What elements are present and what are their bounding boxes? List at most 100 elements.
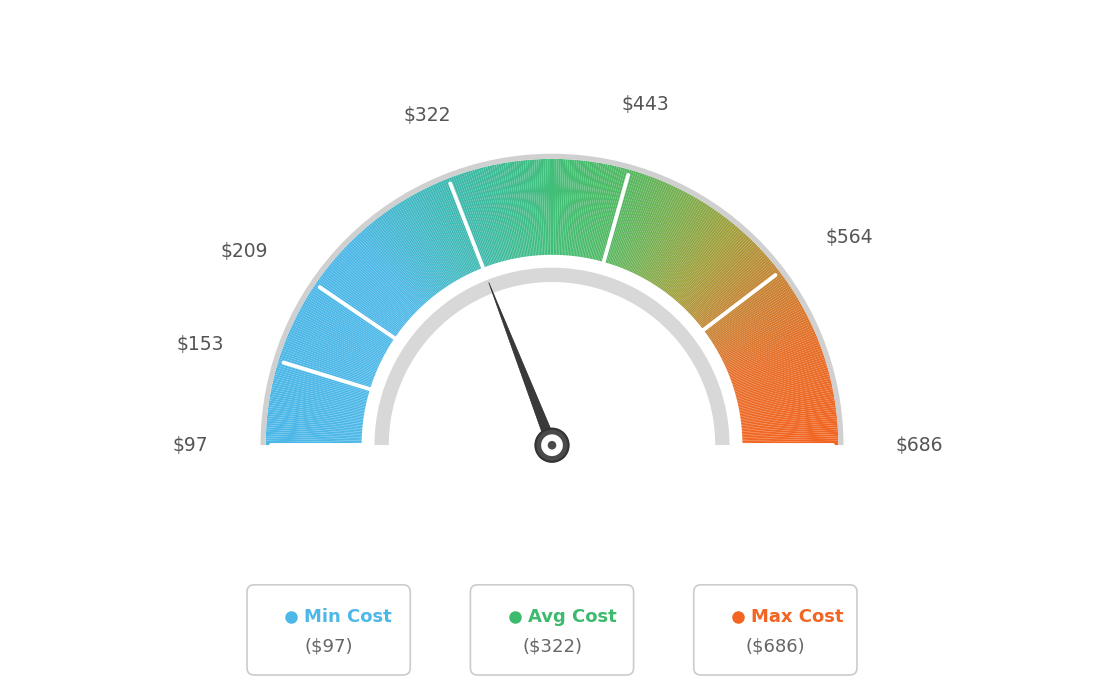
Wedge shape: [686, 257, 769, 330]
Wedge shape: [336, 256, 418, 329]
Wedge shape: [714, 329, 815, 375]
Wedge shape: [725, 387, 832, 411]
Wedge shape: [633, 190, 684, 288]
Wedge shape: [595, 167, 624, 273]
Wedge shape: [584, 164, 606, 271]
Text: $322: $322: [404, 106, 452, 125]
Wedge shape: [436, 182, 481, 283]
Wedge shape: [675, 238, 751, 317]
Wedge shape: [729, 427, 838, 435]
Wedge shape: [718, 339, 819, 381]
Wedge shape: [726, 394, 835, 415]
Wedge shape: [428, 186, 477, 285]
Wedge shape: [340, 251, 422, 326]
Wedge shape: [450, 177, 490, 279]
Wedge shape: [643, 199, 700, 293]
Wedge shape: [694, 273, 783, 339]
Wedge shape: [491, 165, 516, 272]
Wedge shape: [724, 378, 831, 405]
Wedge shape: [627, 186, 676, 285]
Wedge shape: [729, 414, 837, 427]
Wedge shape: [268, 407, 376, 423]
Wedge shape: [572, 161, 585, 269]
Text: $564: $564: [826, 228, 873, 246]
Wedge shape: [493, 164, 518, 271]
Wedge shape: [721, 355, 825, 391]
Wedge shape: [715, 331, 816, 376]
Wedge shape: [274, 376, 380, 404]
Wedge shape: [666, 226, 737, 310]
Wedge shape: [432, 184, 479, 284]
Wedge shape: [299, 309, 395, 362]
Wedge shape: [416, 192, 469, 289]
Text: $686: $686: [895, 435, 943, 455]
Wedge shape: [615, 177, 656, 279]
Wedge shape: [261, 154, 843, 445]
Wedge shape: [688, 261, 773, 332]
Wedge shape: [612, 176, 651, 279]
Wedge shape: [362, 229, 436, 312]
Text: Min Cost: Min Cost: [305, 608, 392, 626]
Wedge shape: [677, 241, 754, 319]
Wedge shape: [728, 407, 836, 423]
Wedge shape: [616, 178, 657, 280]
Wedge shape: [434, 184, 480, 284]
Wedge shape: [618, 180, 661, 282]
Wedge shape: [276, 368, 381, 398]
Wedge shape: [715, 333, 817, 377]
Wedge shape: [689, 263, 774, 333]
Wedge shape: [266, 425, 375, 434]
Wedge shape: [664, 221, 733, 308]
Wedge shape: [327, 266, 414, 335]
Wedge shape: [408, 197, 464, 292]
Wedge shape: [379, 216, 445, 304]
Wedge shape: [620, 181, 664, 282]
Wedge shape: [426, 187, 475, 286]
Wedge shape: [711, 319, 810, 368]
Wedge shape: [729, 411, 837, 426]
Wedge shape: [602, 170, 634, 275]
Wedge shape: [723, 372, 829, 401]
Wedge shape: [406, 197, 463, 293]
Wedge shape: [315, 282, 406, 346]
Wedge shape: [658, 215, 724, 303]
Wedge shape: [268, 403, 376, 420]
Wedge shape: [342, 249, 423, 325]
Wedge shape: [644, 200, 702, 294]
Wedge shape: [412, 195, 467, 290]
Wedge shape: [273, 381, 379, 406]
Wedge shape: [575, 161, 593, 270]
Wedge shape: [623, 182, 668, 283]
Wedge shape: [307, 295, 401, 354]
Wedge shape: [707, 305, 803, 359]
Wedge shape: [669, 230, 743, 313]
Wedge shape: [285, 339, 386, 381]
Wedge shape: [714, 327, 814, 373]
Wedge shape: [438, 181, 482, 282]
Wedge shape: [374, 219, 443, 306]
Wedge shape: [371, 221, 440, 308]
Wedge shape: [590, 166, 615, 272]
Wedge shape: [725, 381, 831, 406]
Wedge shape: [339, 253, 421, 327]
Wedge shape: [682, 251, 764, 326]
Wedge shape: [702, 294, 796, 353]
Wedge shape: [273, 378, 380, 405]
Wedge shape: [690, 266, 777, 335]
Wedge shape: [266, 427, 375, 435]
Wedge shape: [636, 193, 690, 290]
Wedge shape: [489, 166, 514, 272]
Wedge shape: [667, 228, 740, 311]
Wedge shape: [678, 243, 756, 321]
Wedge shape: [370, 223, 439, 308]
Wedge shape: [657, 214, 722, 302]
Wedge shape: [500, 163, 521, 270]
Wedge shape: [728, 405, 836, 422]
Wedge shape: [647, 204, 708, 296]
Wedge shape: [537, 159, 543, 268]
Wedge shape: [548, 159, 551, 268]
Wedge shape: [254, 445, 850, 690]
Wedge shape: [287, 335, 388, 379]
Polygon shape: [489, 282, 556, 447]
Wedge shape: [447, 178, 488, 280]
